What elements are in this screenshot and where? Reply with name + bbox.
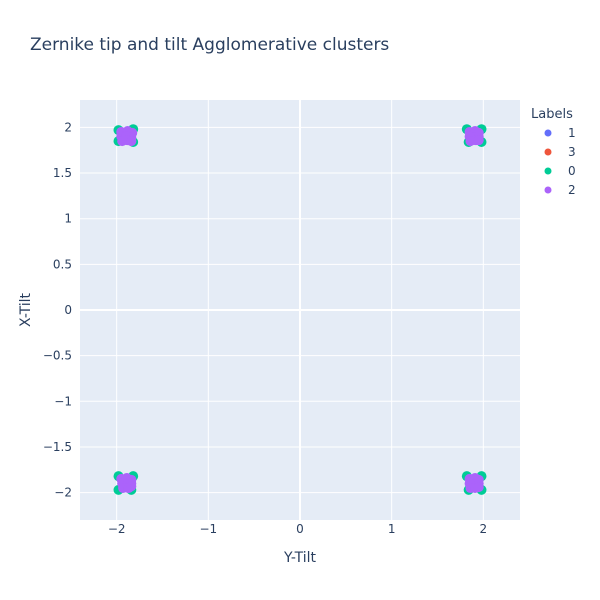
data-point [126,136,137,147]
legend-marker [544,186,552,194]
y-tick-label: −2 [54,486,72,500]
y-tick-label: 1 [64,212,72,226]
legend-item[interactable]: 1 [544,126,576,140]
legend: Labels 1 3 0 2 [531,107,576,197]
x-tick-label: 0 [296,522,304,536]
y-tick-label: 1.5 [53,166,72,180]
y-axis-title: X-Tilt [18,292,34,327]
legend-item[interactable]: 3 [544,145,576,159]
legend-item[interactable]: 0 [544,164,576,178]
legend-label: 1 [568,126,576,140]
legend-marker [544,148,552,156]
x-tick-label: −2 [108,522,126,536]
y-tick-label: 2 [64,120,72,134]
y-axis-ticks: 2 1.5 1 0.5 0 −0.5 −1 −1.5 −2 [43,120,72,499]
y-tick-label: −0.5 [43,349,72,363]
x-tick-label: −1 [199,522,217,536]
series-2 [116,126,484,494]
y-tick-label: 0 [64,303,72,317]
y-tick-label: −1.5 [43,440,72,454]
y-tick-label: 0.5 [53,257,72,271]
legend-title: Labels [531,107,573,122]
legend-label: 0 [568,164,576,178]
legend-marker [544,129,552,137]
x-axis-ticks: −2 −1 0 1 2 [108,522,487,536]
data-points [113,124,487,495]
legend-item[interactable]: 2 [544,183,576,197]
chart-title: Zernike tip and tilt Agglomerative clust… [30,35,389,55]
legend-label: 3 [568,145,576,159]
legend-marker [544,167,552,175]
zero-lines [80,100,520,520]
data-point [473,135,484,146]
x-axis-title: Y-Tilt [283,550,317,566]
legend-label: 2 [568,183,576,197]
x-tick-label: 2 [480,522,488,536]
data-point [126,481,137,492]
x-tick-label: 1 [388,522,396,536]
data-point [473,482,484,493]
y-tick-label: −1 [54,394,72,408]
